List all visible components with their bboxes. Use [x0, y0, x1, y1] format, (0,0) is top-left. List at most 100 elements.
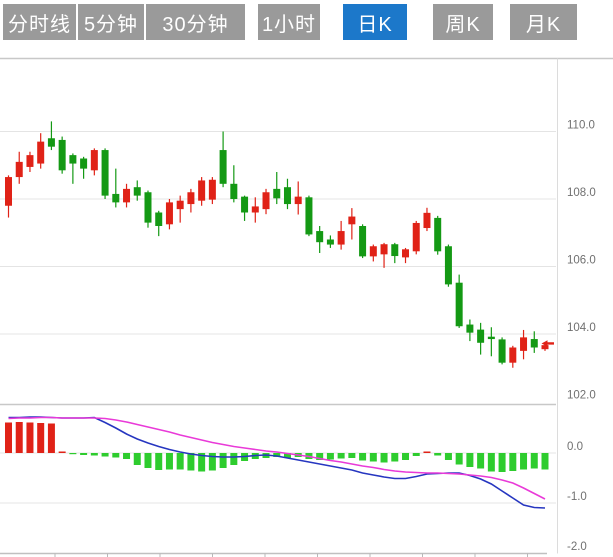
candle-down	[477, 329, 485, 343]
macd-bar-down	[208, 453, 216, 471]
candle-down	[273, 188, 281, 199]
candlestick-series	[5, 121, 549, 368]
dif-line	[8, 416, 546, 509]
macd-bar-down	[133, 453, 141, 465]
macd-bar-down	[359, 453, 367, 461]
axis-labels: 110.0 108.0 106.0 104.0 102.0 0.0 -1.0 -2.0	[567, 120, 596, 554]
tab-daily-k[interactable]: 日K	[343, 4, 407, 40]
macd-histogram	[5, 422, 549, 472]
macd-bar-down	[369, 453, 377, 462]
macd-bar-down	[101, 453, 109, 457]
macd-bar-down	[520, 453, 528, 470]
macd-bar-down	[487, 453, 495, 472]
panel-borders	[0, 57, 613, 555]
macd-bar-down	[348, 453, 356, 458]
candle-down	[466, 324, 474, 333]
macd-bar-down	[466, 453, 474, 467]
candle-down	[530, 339, 538, 348]
candle-up	[187, 192, 195, 205]
candle-down	[219, 150, 227, 184]
candle-down	[133, 187, 141, 196]
macd-bar-up	[58, 451, 66, 453]
candle-down	[455, 282, 463, 327]
candle-down	[58, 139, 66, 171]
dea-line	[8, 416, 546, 500]
macd-bar-down	[455, 453, 463, 465]
candle-down	[101, 150, 109, 196]
candle-down	[283, 187, 291, 205]
candle-up	[423, 212, 431, 229]
tab-30min[interactable]: 30分钟	[146, 4, 245, 40]
macd-bar-up	[26, 422, 34, 453]
macd-bar-down	[434, 453, 442, 456]
macd-bar-down	[444, 453, 452, 460]
current-price-marker	[541, 340, 554, 347]
tab-5min[interactable]: 5分钟	[78, 4, 144, 40]
candle-up	[348, 216, 356, 225]
macd-bar-down	[80, 453, 88, 455]
x-axis-ticks	[54, 553, 528, 557]
macd-bar-down	[283, 453, 291, 458]
price-axis-label: 106.0	[567, 255, 596, 267]
macd-axis-label: -1.0	[567, 491, 587, 503]
candle-up	[520, 337, 528, 351]
macd-bar-up	[423, 451, 431, 453]
candle-down	[241, 196, 249, 213]
macd-bar-down	[530, 453, 538, 469]
candle-down	[359, 226, 367, 257]
macd-bar-down	[123, 453, 131, 459]
macd-bar-down	[541, 453, 549, 470]
candle-up	[412, 222, 420, 252]
macd-bar-down	[176, 453, 184, 470]
candle-down	[444, 246, 452, 285]
candle-up	[208, 179, 216, 200]
tab-weekly-k[interactable]: 周K	[433, 4, 493, 40]
candle-up	[294, 196, 302, 205]
tab-1hour[interactable]: 1小时	[258, 4, 320, 40]
price-marker-arrow	[541, 340, 554, 347]
candle-down	[498, 339, 506, 363]
macd-bar-down	[402, 453, 410, 460]
tab-time-line[interactable]: 分时线	[3, 4, 76, 40]
candle-down	[155, 212, 163, 226]
price-axis-label: 108.0	[567, 187, 596, 199]
macd-bar-down	[219, 453, 227, 468]
macd-bar-down	[69, 453, 77, 455]
macd-bar-down	[509, 453, 517, 471]
candle-up	[165, 202, 173, 225]
price-axis-label: 110.0	[567, 120, 595, 132]
price-axis-label: 102.0	[567, 390, 596, 402]
candle-down	[144, 192, 152, 223]
candle-up	[123, 188, 131, 203]
macd-bar-down	[144, 453, 152, 468]
macd-bar-down	[326, 453, 334, 460]
candle-down	[305, 197, 313, 235]
candle-up	[380, 244, 388, 255]
macd-bar-down	[230, 453, 238, 465]
candle-down	[391, 244, 399, 257]
candle-down	[230, 183, 238, 199]
macd-bar-down	[165, 453, 173, 470]
candle-up	[15, 161, 23, 178]
candle-up	[402, 249, 410, 258]
candle-up	[369, 246, 377, 257]
macd-bar-down	[316, 453, 324, 460]
macd-bar-down	[477, 453, 485, 469]
timeframe-tab-bar: 分时线 5分钟 30分钟 1小时 日K 周K 月K	[0, 0, 613, 46]
macd-bar-down	[380, 453, 388, 463]
candle-down	[487, 336, 495, 340]
macd-bar-down	[391, 453, 399, 462]
macd-bar-down	[90, 453, 98, 456]
price-axis-label: 104.0	[567, 322, 596, 334]
candle-up	[198, 180, 206, 201]
candle-down	[112, 193, 120, 203]
tab-monthly-k[interactable]: 月K	[510, 4, 577, 40]
macd-bar-up	[15, 422, 23, 453]
macd-bar-down	[412, 453, 420, 456]
macd-bar-down	[498, 453, 506, 472]
candle-down	[80, 158, 88, 169]
macd-bar-down	[198, 453, 206, 472]
macd-bar-down	[187, 453, 195, 471]
candle-up	[541, 345, 549, 350]
